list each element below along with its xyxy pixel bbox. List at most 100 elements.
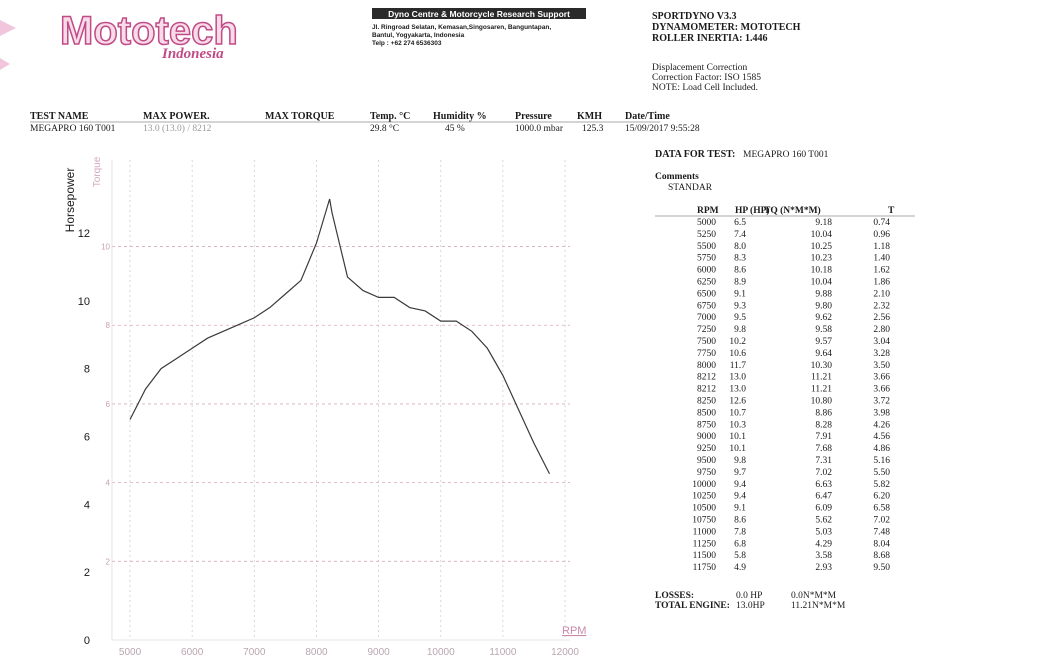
comments-label: Comments [655, 172, 699, 182]
cell: 8.9 [734, 278, 746, 288]
cell: 8.04 [873, 539, 890, 549]
comments-text: STANDAR [668, 183, 713, 193]
cell: 10250 [692, 492, 716, 502]
cell: 4.56 [873, 432, 890, 442]
cell: 8250 [697, 397, 716, 407]
cell: 6.58 [873, 504, 890, 514]
cell: 1.62 [873, 266, 890, 276]
y2-tick-label: 4 [106, 479, 111, 488]
column-header: T [888, 206, 895, 216]
test-value: 29.8 °C [370, 123, 399, 134]
address: Jl. Ringroad Selatan, Kemasan,Singosaren… [372, 24, 551, 31]
total-cell: 13.0HP [736, 601, 765, 611]
cell: 7.02 [815, 468, 832, 478]
cell: 6500 [697, 289, 716, 299]
cell: 8.68 [873, 551, 890, 561]
x-axis-label: RPM [562, 625, 586, 637]
cell: 9.18 [815, 218, 832, 228]
cell: 9.1 [734, 289, 746, 299]
y2-tick-label: 8 [106, 321, 111, 330]
cell: 5.8 [734, 551, 746, 561]
cell: 5750 [697, 254, 716, 264]
cell: 9.7 [734, 468, 746, 478]
cell: 10.18 [811, 266, 833, 276]
test-header: Date/Time [625, 111, 670, 122]
cell: 11.21 [811, 373, 832, 383]
cell: 7.68 [815, 444, 832, 454]
cell: 10.3 [729, 420, 746, 430]
cell: 1.18 [873, 242, 890, 252]
cell: 6.20 [873, 492, 890, 502]
cell: 10.04 [811, 278, 833, 288]
cell: 5500 [697, 242, 716, 252]
cell: 9.1 [734, 504, 746, 514]
cell: 5000 [697, 218, 716, 228]
cell: 9.4 [734, 492, 746, 502]
column-header: TQ (N*M*M) [764, 205, 821, 216]
cell: 8.6 [734, 266, 746, 276]
column-header: HP (HP) [735, 205, 770, 216]
cell: 13.0 [729, 373, 746, 383]
cell: 10.30 [811, 361, 833, 371]
cell: 4.29 [815, 539, 832, 549]
total-cell: 0.0N*M*M [791, 591, 837, 601]
data-for-value: MEGAPRO 160 T001 [743, 150, 829, 160]
cell: 11750 [693, 563, 717, 573]
y2-tick-label: 10 [101, 243, 110, 252]
cell: 8750 [697, 420, 716, 430]
cell: 7.8 [734, 527, 746, 537]
test-value: 45 % [445, 124, 465, 134]
cell: 6.63 [815, 480, 832, 490]
cell: 2.10 [873, 289, 890, 299]
cell: 9.5 [734, 313, 746, 323]
y-tick-label: 2 [84, 567, 90, 579]
test-header: MAX TORQUE [265, 111, 335, 122]
cell: 9.57 [815, 337, 832, 347]
cell: 9250 [697, 444, 716, 454]
cell: 7250 [697, 325, 716, 335]
test-header: KMH [577, 111, 602, 122]
logo: Mototech [60, 9, 238, 53]
cell: 7750 [697, 349, 716, 359]
cell: 10.2 [729, 337, 746, 347]
cell: 10.23 [811, 254, 833, 264]
cell: 5250 [697, 230, 716, 240]
cell: 6.47 [815, 492, 832, 502]
test-value: 125.3 [582, 124, 604, 134]
test-info: TEST NAME MAX POWER. MAX TORQUE Temp. °C… [30, 111, 700, 134]
cell: 10.1 [729, 444, 746, 454]
test-header: TEST NAME [30, 111, 89, 122]
cell: 7.4 [734, 230, 746, 240]
cell: 3.66 [873, 373, 890, 383]
test-value: MEGAPRO 160 T001 [30, 124, 116, 134]
note: Correction Factor: ISO 1585 [652, 73, 761, 83]
company-banner [372, 8, 586, 19]
address: Bantul, Yogyakarta, Indonesia [372, 32, 465, 39]
total-cell: 11.21N*M*M [791, 601, 846, 611]
cell: 7.91 [815, 432, 832, 442]
cell: 8000 [697, 361, 716, 371]
y2-tick-label: 2 [106, 557, 111, 566]
test-value: 13.0 (13.0) / 8212 [143, 123, 212, 134]
cell: 10.25 [811, 242, 833, 252]
cell: 6.5 [734, 218, 746, 228]
cell: 6.09 [815, 504, 832, 514]
cell: 11.7 [730, 361, 747, 371]
cell: 3.58 [815, 551, 832, 561]
test-value: 1000.0 mbar [515, 124, 564, 134]
cell: 9.80 [815, 301, 832, 311]
cell: 2.93 [815, 563, 832, 573]
cell: 3.98 [873, 408, 890, 418]
total-cell: 0.0 HP [736, 591, 762, 601]
x-tick-label: 10000 [427, 647, 455, 658]
note: NOTE: Load Cell Included. [652, 83, 758, 93]
y2-axis-label: Torque [92, 156, 103, 187]
cell: 10.7 [729, 408, 746, 418]
y-tick-label: 12 [78, 228, 90, 240]
cell: 10.80 [811, 397, 833, 407]
cell: 4.86 [873, 444, 890, 454]
cell: 8.3 [734, 254, 746, 264]
test-header: Temp. °C [370, 111, 410, 122]
cell: 4.26 [873, 420, 890, 430]
cell: 8212 [697, 385, 716, 395]
